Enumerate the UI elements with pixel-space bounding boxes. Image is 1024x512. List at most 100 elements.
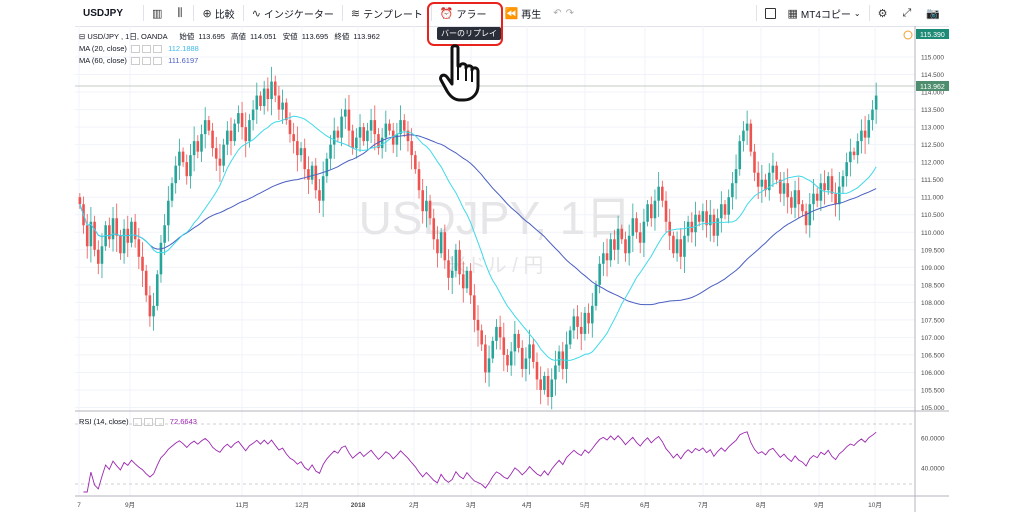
candle-body xyxy=(369,120,373,131)
fullscreen-box-button[interactable] xyxy=(759,0,782,26)
legend-settings-icon[interactable] xyxy=(142,57,152,66)
symbol-search-button[interactable]: USDJPY xyxy=(83,7,124,19)
candle-body xyxy=(96,249,100,264)
expand-button[interactable]: ⤢ xyxy=(896,0,920,26)
candle-body xyxy=(587,312,590,324)
low-label: 安値 xyxy=(282,32,298,41)
candle-body xyxy=(720,204,723,219)
candle-body xyxy=(310,165,314,180)
rsi-scale[interactable]: 60.0000 40.0000 xyxy=(921,436,945,473)
time-tick-label: 2018 xyxy=(351,502,366,509)
price-tick-label: 115.000 xyxy=(921,55,944,62)
candle-body xyxy=(657,186,660,201)
chart-type-button[interactable]: ▥ xyxy=(146,0,171,26)
candle-body xyxy=(461,274,465,289)
rsi-legend[interactable]: RSI (14, close) 72.6643 xyxy=(79,417,197,427)
candle-body xyxy=(332,130,336,145)
candle-body xyxy=(616,228,620,250)
candle-body xyxy=(229,130,233,142)
chart-canvas[interactable]: USDJPY, 1日 米ドル / 円 115.000 114.500 114.000… xyxy=(75,26,949,512)
templates-button[interactable]: ≋ テンプレート xyxy=(345,0,429,26)
candle-body xyxy=(196,141,200,152)
candle-body xyxy=(871,109,874,121)
compare-label: 比較 xyxy=(214,9,235,21)
candle-body xyxy=(296,141,299,156)
candle-body xyxy=(421,190,424,212)
indicators-button[interactable]: ∿ インジケーター xyxy=(246,0,340,26)
grid-lines xyxy=(75,26,915,496)
low-value: 113.695 xyxy=(301,32,329,41)
alert-button[interactable]: ⏰ アラー xyxy=(434,0,493,26)
candle-body xyxy=(155,274,159,306)
time-tick-label: 8月 xyxy=(756,501,766,509)
candle-body xyxy=(823,183,826,191)
candle-body xyxy=(668,221,671,236)
price-tick-label: 113.500 xyxy=(921,107,944,114)
candle-body xyxy=(745,123,749,131)
candle-body xyxy=(214,148,218,159)
legend-settings-icon[interactable] xyxy=(143,418,153,427)
ma20-line xyxy=(79,115,877,362)
alarm-clock-icon: ⏰ xyxy=(439,7,454,20)
legend-toggle-icon[interactable] xyxy=(131,45,141,54)
ma60-legend[interactable]: MA (60, close) 111.6197 xyxy=(79,56,198,66)
collapse-icon[interactable]: ⊟ xyxy=(79,32,86,41)
toolbar-divider xyxy=(341,5,343,21)
candle-body xyxy=(410,141,413,156)
price-tick-label: 108.000 xyxy=(921,300,945,307)
legend-remove-icon[interactable] xyxy=(154,418,164,427)
replay-button[interactable]: ⏪ 再生 xyxy=(493,0,548,26)
candle-body xyxy=(148,295,152,317)
candle-body xyxy=(524,358,528,369)
time-scale[interactable]: 7 9月 11月 12月 2018 2月 3月 4月 5月 6月 7月 8月 9月 10月 xyxy=(77,501,882,509)
candle-body xyxy=(373,120,377,135)
undo-button[interactable]: ↶ ↷ xyxy=(547,0,580,26)
mt4-copy-button[interactable]: ▦ MT4コピー ⌄ xyxy=(782,0,867,26)
candle-body xyxy=(144,270,148,296)
legend-remove-icon[interactable] xyxy=(153,45,163,54)
candle-body xyxy=(192,141,196,156)
price-tick-label: 114.000 xyxy=(921,90,944,97)
ma20-legend[interactable]: MA (20, close) 112.1888 xyxy=(79,44,199,54)
settings-button[interactable]: ⚙ xyxy=(872,0,897,26)
snapshot-button[interactable]: 📷 xyxy=(920,0,949,26)
rsi-line xyxy=(83,431,877,493)
templates-label: テンプレート xyxy=(363,9,423,21)
candle-body xyxy=(852,151,856,156)
candle-body xyxy=(613,239,616,250)
ma60-line xyxy=(79,134,877,306)
price-scale[interactable]: 115.000 114.500 114.000 113.500 113.000 112.5… xyxy=(921,55,945,412)
candle-style-button[interactable]: ⫼ xyxy=(171,0,191,26)
candle-body xyxy=(487,358,491,373)
toolbar-divider xyxy=(868,5,870,21)
legend-settings-icon[interactable] xyxy=(142,45,152,54)
gear-icon: ⚙ xyxy=(877,7,888,20)
price-tick-label: 111.500 xyxy=(921,177,944,184)
candle-body xyxy=(78,197,82,205)
candle-body xyxy=(594,284,598,306)
candle-body xyxy=(181,151,185,163)
indicator-wave-icon: ∿ xyxy=(251,7,261,20)
clock-icon[interactable] xyxy=(903,30,913,40)
plus-circle-icon: ⊕ xyxy=(202,7,212,20)
candle-body xyxy=(756,172,760,187)
candle-body xyxy=(469,270,472,296)
candle-body xyxy=(417,169,421,191)
candle-body xyxy=(723,204,727,215)
price-tick-label: 114.500 xyxy=(921,72,944,79)
candle-body xyxy=(801,204,804,212)
compare-button[interactable]: ⊕ 比較 xyxy=(196,0,240,26)
watermark-subtitle: 米ドル / 円 xyxy=(447,254,544,277)
legend-toggle-icon[interactable] xyxy=(131,57,141,66)
candle-body xyxy=(211,130,214,149)
replay-highlight-box xyxy=(427,2,503,46)
legend-remove-icon[interactable] xyxy=(153,57,163,66)
candle-body xyxy=(845,162,848,177)
legend-toggle-icon[interactable] xyxy=(132,418,142,427)
time-tick-label: 6月 xyxy=(640,501,650,509)
candle-body xyxy=(226,130,229,145)
time-tick-label: 10月 xyxy=(868,501,882,509)
rsi-value: 72.6643 xyxy=(169,417,197,426)
candle-body xyxy=(661,186,664,201)
candle-body xyxy=(355,137,358,149)
